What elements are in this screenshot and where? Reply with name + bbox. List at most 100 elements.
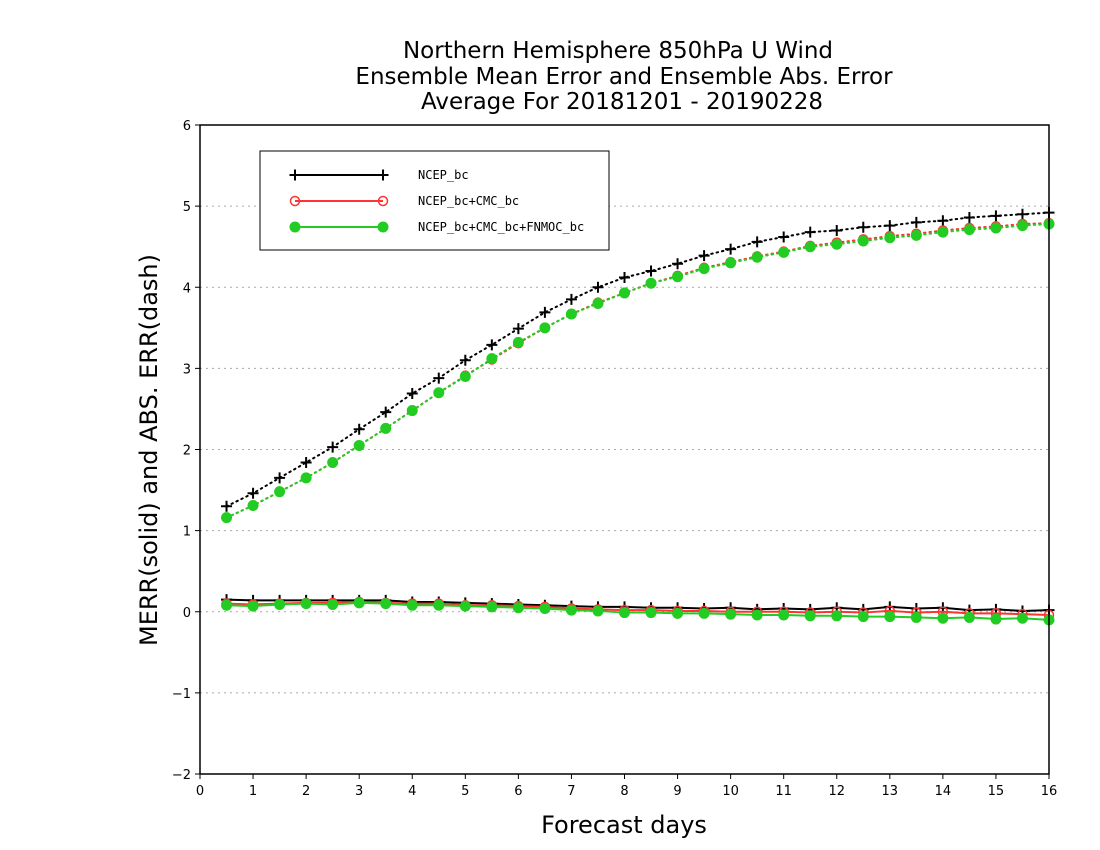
abs-err-point	[327, 441, 339, 453]
abs-err-point	[857, 235, 869, 247]
mean-err-point	[565, 604, 577, 616]
abs-err-point	[221, 500, 233, 512]
series-1	[221, 207, 1055, 617]
mean-err-point	[512, 602, 524, 614]
abs-err-point	[857, 221, 869, 233]
abs-err-point	[327, 456, 339, 468]
abs-err-point	[831, 224, 843, 236]
abs-err-line	[225, 222, 1050, 519]
x-tick-label: 15	[988, 784, 1005, 799]
mean-err-point	[804, 610, 816, 622]
x-tick-label: 3	[355, 784, 363, 799]
abs-err-point	[910, 229, 922, 241]
abs-err-point	[300, 456, 312, 468]
abs-err-point	[804, 241, 816, 253]
series-2	[221, 217, 1055, 621]
mean-err-point	[1016, 612, 1028, 624]
chart-title: Northern Hemisphere 850hPa U Wind Ensemb…	[355, 38, 893, 115]
mean-err-point	[459, 600, 471, 612]
abs-err-point	[274, 486, 286, 498]
abs-err-point	[592, 281, 604, 293]
mean-err-point	[937, 612, 949, 624]
abs-err-line	[225, 222, 1050, 519]
mean-err-point	[831, 610, 843, 622]
abs-err-point	[619, 287, 630, 299]
abs-err-point	[512, 336, 524, 348]
legend-marker	[289, 195, 301, 207]
mean-err-point	[725, 608, 737, 620]
abs-err-point	[751, 251, 763, 263]
mean-err-point	[619, 607, 630, 619]
abs-err-point	[1016, 220, 1028, 232]
abs-err-point	[486, 353, 498, 365]
mean-err-point	[592, 605, 604, 617]
legend-label: NCEP_bc+CMC_bc+FNMOC_bc	[418, 220, 584, 234]
mean-err-point	[698, 607, 710, 619]
x-tick-label: 4	[408, 784, 416, 799]
abs-err-point	[831, 238, 843, 250]
mean-err-point	[910, 611, 922, 623]
abs-err-point	[539, 306, 551, 318]
legend-marker	[289, 221, 301, 233]
abs-err-point	[672, 258, 684, 270]
abs-err-point	[565, 293, 577, 305]
abs-err-point	[990, 210, 1002, 222]
series-layer	[221, 207, 1055, 626]
abs-err-point	[725, 243, 737, 255]
legend-entry: NCEP_bc+CMC_bc+FNMOC_bc	[289, 220, 584, 234]
abs-err-point	[247, 499, 259, 511]
abs-err-point	[565, 308, 577, 320]
x-tick-label: 12	[828, 784, 845, 799]
abs-err-point	[884, 220, 896, 232]
x-tick-label: 10	[722, 784, 739, 799]
y-tick-label: 2	[183, 444, 191, 459]
y-axis-title: MERR(solid) and ABS. ERR(dash)	[135, 254, 163, 646]
abs-err-point	[406, 405, 418, 417]
abs-err-point	[804, 226, 816, 238]
x-tick-label: 11	[775, 784, 792, 799]
abs-err-point	[433, 387, 445, 399]
legend-marker	[289, 169, 301, 181]
legend-entry: NCEP_bc	[289, 168, 469, 182]
title-line-2: Ensemble Mean Error and Ensemble Abs. Er…	[355, 64, 893, 90]
abs-err-point	[433, 372, 445, 384]
abs-err-point	[486, 339, 498, 351]
abs-err-point	[937, 226, 949, 238]
abs-err-point	[778, 246, 790, 258]
mean-err-point	[274, 598, 286, 610]
legend-marker	[377, 169, 389, 181]
abs-err-point	[672, 271, 684, 283]
title-line-1: Northern Hemisphere 850hPa U Wind	[403, 38, 833, 64]
mean-err-point	[247, 600, 259, 612]
mean-err-point	[486, 601, 498, 613]
mean-err-point	[327, 598, 339, 610]
abs-err-point	[353, 423, 365, 435]
abs-err-point	[512, 323, 524, 335]
legend-label: NCEP_bc+CMC_bc	[418, 194, 519, 208]
y-tick-label: 1	[183, 525, 191, 540]
abs-err-point	[645, 265, 657, 277]
abs-err-point	[300, 472, 312, 484]
abs-err-point	[380, 406, 392, 418]
abs-err-point	[990, 222, 1002, 234]
y-tick-label: 0	[183, 606, 191, 621]
abs-err-point	[725, 257, 737, 269]
title-line-3: Average For 20181201 - 20190228	[421, 89, 823, 115]
x-axis-title: Forecast days	[541, 811, 707, 839]
mean-err-point	[380, 598, 392, 610]
abs-err-point	[751, 236, 763, 248]
x-tick-label: 14	[935, 784, 952, 799]
x-tick-label: 9	[673, 784, 681, 799]
y-tick-label: 4	[183, 281, 191, 296]
mean-err-point	[539, 603, 551, 615]
abs-err-point	[539, 322, 551, 334]
mean-err-point	[672, 607, 684, 619]
series-3	[221, 218, 1055, 626]
legend-marker	[377, 195, 389, 207]
abs-err-point	[380, 422, 392, 434]
mean-err-point	[990, 613, 1002, 625]
abs-err-point	[645, 277, 657, 289]
legend: NCEP_bc NCEP_bc+CMC_bc NCEP_bc+CMC_bc+FNMO…	[259, 150, 610, 251]
